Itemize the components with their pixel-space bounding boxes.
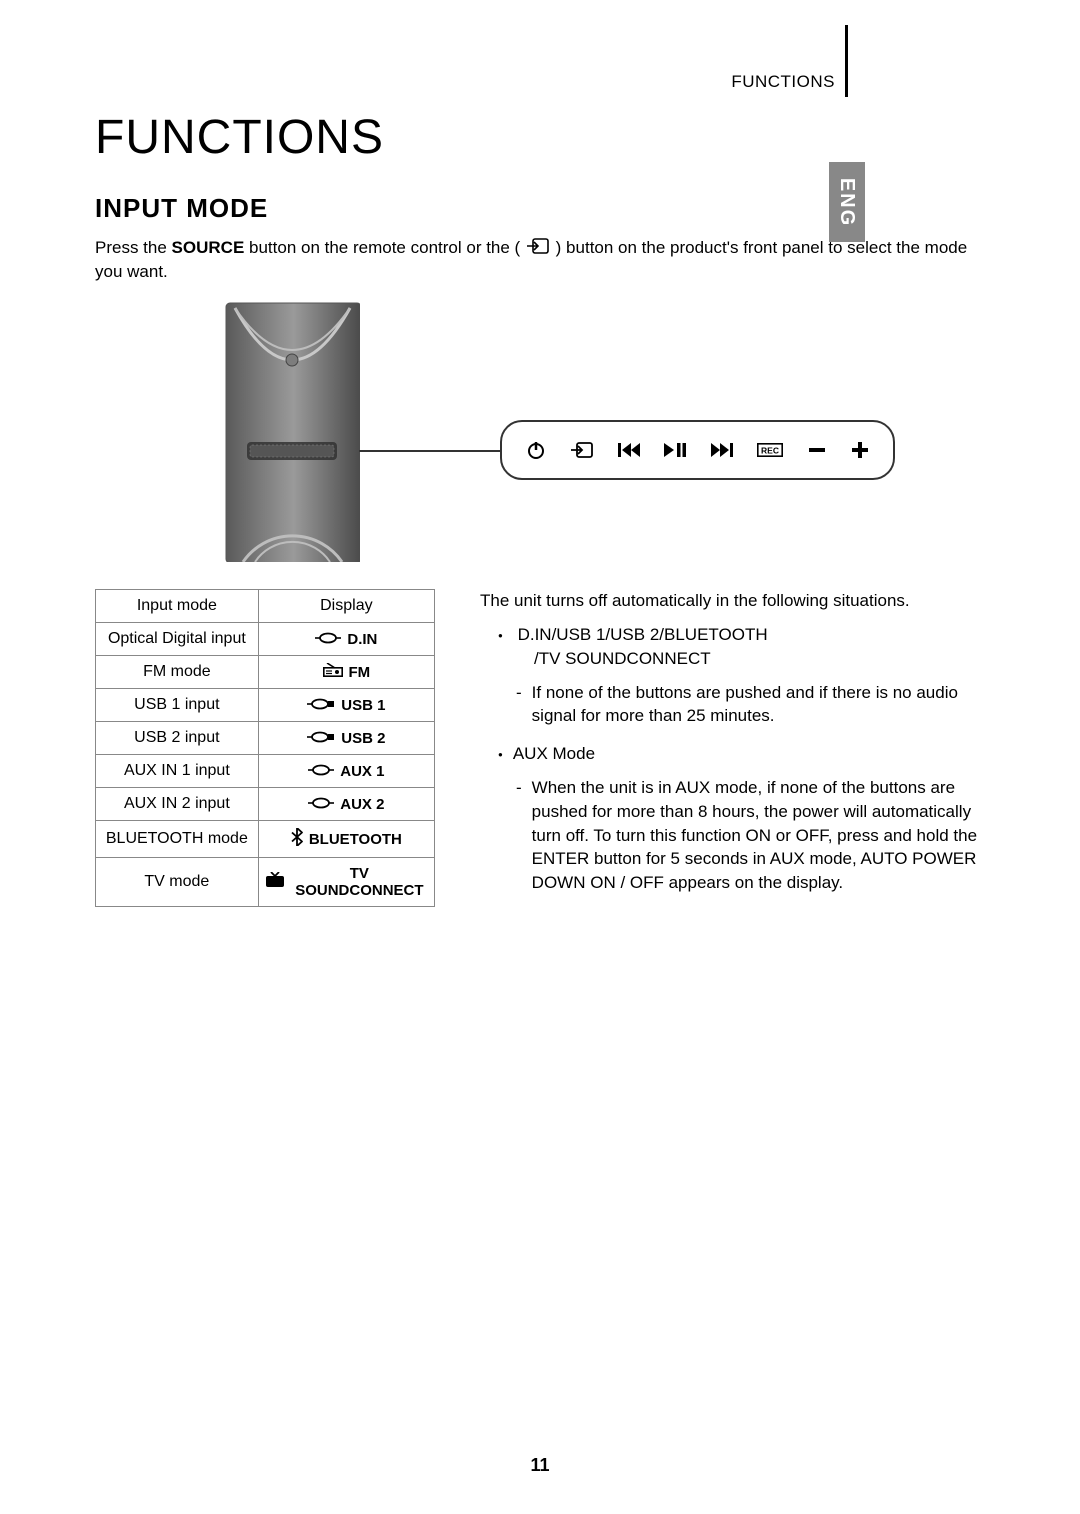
input-mode-cell: FM mode [96, 656, 259, 689]
intro-prefix: Press the [95, 238, 172, 257]
next-track-icon [711, 443, 733, 457]
minus-icon [808, 441, 826, 459]
front-panel-buttons: REC [500, 420, 895, 480]
display-cell: AUX 1 [258, 755, 434, 788]
display-label: BLUETOOTH [309, 831, 402, 848]
intro-paragraph: Press the SOURCE button on the remote co… [95, 236, 990, 284]
source-icon [527, 237, 549, 261]
auto-off-info: The unit turns off automatically in the … [480, 589, 990, 909]
input-mode-cell: Optical Digital input [96, 623, 259, 656]
bt-icon [291, 828, 303, 850]
dash-bullet: - [516, 681, 522, 729]
input-mode-cell: TV mode [96, 858, 259, 907]
table-row: USB 2 input USB 2 [96, 722, 435, 755]
aux-condition-text: When the unit is in AUX mode, if none of… [532, 776, 990, 895]
table-row: FM mode FM [96, 656, 435, 689]
display-cell: AUX 2 [258, 788, 434, 821]
page-title: FUNCTIONS [95, 110, 990, 165]
speaker-illustration [225, 302, 360, 562]
display-cell: USB 2 [258, 722, 434, 755]
table-row: AUX IN 2 input AUX 2 [96, 788, 435, 821]
dash-bullet: - [516, 776, 522, 895]
display-cell: TV SOUNDCONNECT [258, 858, 434, 907]
display-label: USB 1 [341, 697, 385, 714]
table-header-mode: Input mode [96, 590, 259, 623]
leader-line [359, 450, 500, 452]
table-row: USB 1 input USB 1 [96, 689, 435, 722]
auto-off-condition: - If none of the buttons are pushed and … [516, 681, 990, 729]
input-mode-cell: BLUETOOTH mode [96, 821, 259, 858]
display-cell: D.IN [258, 623, 434, 656]
display-label: AUX 1 [340, 763, 384, 780]
mode-group-line2: /TV SOUNDCONNECT [534, 647, 990, 671]
display-label: AUX 2 [340, 796, 384, 813]
aux-mode-heading: AUX Mode [498, 742, 990, 766]
header-section-label: FUNCTIONS [731, 72, 835, 92]
input-mode-cell: AUX IN 1 input [96, 755, 259, 788]
product-diagram: REC [225, 302, 990, 577]
power-icon [526, 440, 546, 460]
display-label: USB 2 [341, 730, 385, 747]
display-cell: BLUETOOTH [258, 821, 434, 858]
input-mode-table: Input mode Display Optical Digital input… [95, 589, 435, 907]
auto-off-intro: The unit turns off automatically in the … [480, 589, 990, 613]
mode-group-line1: D.IN/USB 1/USB 2/BLUETOOTH [518, 625, 768, 644]
condition-text: If none of the buttons are pushed and if… [532, 681, 990, 729]
tv-icon [265, 872, 285, 892]
intro-mid: button on the remote control or the ( [244, 238, 525, 257]
input-mode-cell: USB 1 input [96, 689, 259, 722]
table-row: BLUETOOTH mode BLUETOOTH [96, 821, 435, 858]
svg-text:REC: REC [761, 446, 779, 456]
language-tab: ENG [829, 162, 865, 242]
table-row: Optical Digital input D.IN [96, 623, 435, 656]
aux-mode-condition: - When the unit is in AUX mode, if none … [516, 776, 990, 895]
table-row: AUX IN 1 input AUX 1 [96, 755, 435, 788]
display-cell: FM [258, 656, 434, 689]
display-label: D.IN [347, 631, 377, 648]
usb-icon [307, 730, 335, 747]
intro-source-word: SOURCE [172, 238, 245, 257]
prev-track-icon [618, 443, 640, 457]
play-pause-icon [664, 443, 686, 457]
language-tab-text: ENG [836, 177, 859, 226]
radio-icon [323, 663, 343, 681]
display-label: TV SOUNDCONNECT [291, 865, 428, 899]
table-header-display: Display [258, 590, 434, 623]
input-mode-cell: USB 2 input [96, 722, 259, 755]
display-label: FM [349, 664, 371, 681]
input-mode-cell: AUX IN 2 input [96, 788, 259, 821]
source-icon [571, 442, 593, 458]
jack-icon [315, 631, 341, 648]
usb-icon [307, 697, 335, 714]
auto-off-mode-group: D.IN/USB 1/USB 2/BLUETOOTH /TV SOUNDCONN… [498, 623, 990, 671]
page-number: 11 [0, 1455, 1080, 1476]
jack-icon [308, 796, 334, 813]
table-row: TV mode TV SOUNDCONNECT [96, 858, 435, 907]
rec-icon: REC [757, 443, 783, 457]
display-cell: USB 1 [258, 689, 434, 722]
header-divider [845, 25, 848, 97]
input-mode-table-container: Input mode Display Optical Digital input… [95, 589, 435, 909]
jack-icon [308, 763, 334, 780]
plus-icon [851, 441, 869, 459]
